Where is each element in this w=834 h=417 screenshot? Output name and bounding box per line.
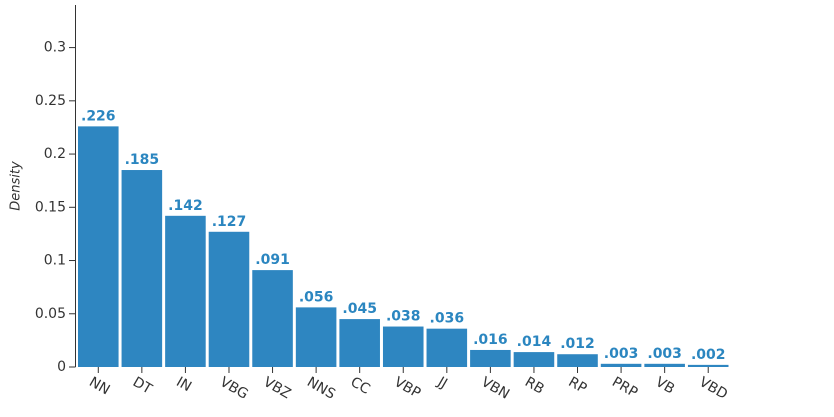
bar (470, 349, 511, 367)
value-label: .127 (212, 214, 247, 230)
bar (252, 270, 293, 367)
value-label: .056 (299, 289, 334, 305)
value-label: .226 (81, 108, 116, 124)
bar (382, 326, 424, 367)
y-tick-label: 0.15 (35, 199, 66, 215)
bar (644, 363, 685, 367)
value-label: .002 (691, 347, 726, 363)
y-tick-label: 0.05 (35, 306, 66, 322)
bar (426, 328, 468, 367)
x-tick-label: VBG (217, 374, 251, 403)
x-tick-label: VBD (696, 374, 730, 403)
x-tick-label: JJ (434, 374, 450, 392)
bar (513, 352, 555, 367)
value-label: .142 (168, 198, 203, 214)
value-label: .012 (560, 336, 595, 352)
x-tick-label: CC (348, 374, 373, 398)
bar (121, 170, 163, 367)
value-label: .003 (604, 346, 639, 362)
x-tick-label: VBZ (261, 374, 294, 402)
y-axis-label: Density (9, 161, 24, 211)
value-label: .003 (647, 346, 682, 362)
value-label: .091 (255, 252, 290, 268)
x-tick-label: VB (653, 374, 678, 397)
bar (295, 307, 337, 367)
x-tick-label: NN (86, 374, 112, 398)
bar (78, 126, 119, 368)
value-label: .045 (342, 301, 377, 317)
x-tick-label: VBN (478, 374, 512, 403)
bar (600, 363, 642, 367)
y-tick-label: 0 (57, 359, 66, 375)
bar (208, 231, 250, 367)
x-tick-label: VBP (391, 374, 423, 402)
x-tick-label: DT (130, 374, 155, 398)
x-tick-label: PRP (609, 374, 640, 401)
value-label: .036 (430, 311, 465, 327)
y-tick-label: 0.3 (44, 40, 66, 56)
y-tick-label: 0.2 (44, 146, 66, 162)
bar (165, 215, 206, 367)
bar (557, 354, 598, 367)
value-label: .014 (517, 334, 552, 350)
y-tick-label: 0.1 (44, 253, 66, 269)
value-label: .016 (473, 332, 508, 348)
bar (687, 364, 729, 367)
bar (339, 319, 380, 367)
x-tick-label: RB (522, 374, 547, 398)
value-label: .038 (386, 309, 421, 325)
x-tick-label: IN (173, 374, 194, 395)
x-tick-label: RP (566, 374, 590, 397)
value-label: .185 (125, 152, 160, 168)
x-tick-label: NNS (304, 374, 338, 403)
y-tick-label: 0.25 (35, 93, 66, 109)
